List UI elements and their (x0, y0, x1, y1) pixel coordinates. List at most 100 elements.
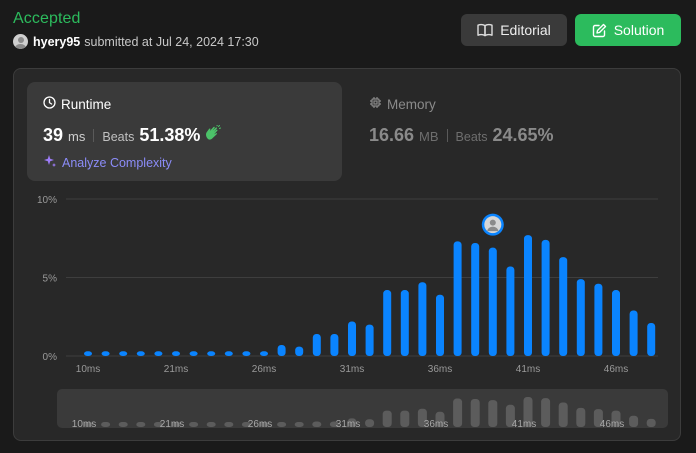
runtime-bar[interactable] (418, 282, 427, 356)
runtime-bar[interactable] (207, 351, 216, 356)
performance-panel: Runtime 39 ms Beats 51.38% Analyze (13, 68, 681, 441)
overview-tick-label: 31ms (336, 419, 360, 430)
runtime-bar[interactable] (365, 324, 374, 356)
runtime-bar[interactable] (506, 266, 515, 356)
runtime-bar[interactable] (119, 351, 128, 356)
runtime-card[interactable]: Runtime 39 ms Beats 51.38% Analyze (27, 82, 342, 181)
x-tick-label: 26ms (252, 364, 276, 375)
runtime-bar[interactable] (612, 290, 620, 356)
runtime-beats-percent: 51.38% (139, 125, 201, 145)
memory-card[interactable]: Memory 16.66 MB Beats 24.65% (369, 82, 669, 181)
solution-button[interactable]: Solution (575, 14, 681, 46)
overview-bar (417, 408, 427, 427)
overview-bar (101, 422, 111, 427)
runtime-bar[interactable] (383, 290, 392, 356)
runtime-bar[interactable] (330, 334, 339, 356)
edit-icon (592, 23, 607, 38)
runtime-bar[interactable] (136, 351, 145, 356)
user-avatar[interactable] (13, 34, 28, 49)
runtime-bar[interactable] (559, 257, 568, 356)
runtime-bar[interactable] (224, 351, 233, 356)
runtime-bar[interactable] (524, 235, 532, 356)
editorial-button[interactable]: Editorial (461, 14, 567, 46)
runtime-bar[interactable] (101, 351, 110, 356)
overview-bar (329, 421, 339, 427)
overview-bar (171, 422, 181, 427)
memory-title: Memory (369, 96, 436, 112)
runtime-bar[interactable] (154, 351, 163, 356)
overview-tick-label: 26ms (248, 419, 272, 430)
runtime-bar[interactable] (260, 351, 268, 356)
runtime-bar[interactable] (471, 242, 480, 356)
overview-bar (576, 407, 586, 427)
runtime-bar[interactable] (436, 294, 444, 356)
overview-bar (153, 422, 163, 427)
avatar-body-icon (487, 226, 499, 232)
runtime-bar[interactable] (594, 283, 603, 356)
overview-tick-label: 36ms (424, 419, 448, 430)
clock-icon (43, 96, 56, 112)
range-slider-track[interactable] (57, 389, 668, 428)
runtime-bar[interactable] (312, 334, 321, 356)
overview-tick-label: 21ms (160, 419, 184, 430)
runtime-unit: ms (68, 129, 86, 144)
result-header: Accepted hyery95 submitted at Jul 24, 20… (13, 10, 259, 49)
runtime-bar[interactable] (541, 239, 550, 356)
runtime-bar[interactable] (348, 321, 356, 356)
editorial-label: Editorial (500, 22, 551, 38)
overview-bar (611, 410, 621, 427)
runtime-bar[interactable] (488, 247, 497, 356)
divider (93, 129, 95, 142)
overview-bar (523, 397, 533, 427)
overview-bar (365, 419, 375, 427)
runtime-bar[interactable] (629, 310, 638, 356)
overview-bar (136, 422, 146, 427)
runtime-bar[interactable] (647, 323, 656, 356)
y-tick-label: 5% (43, 274, 58, 285)
x-tick-label: 31ms (340, 364, 364, 375)
runtime-bar[interactable] (277, 345, 286, 356)
overview-bar (277, 422, 287, 427)
overview-bar (646, 418, 656, 427)
runtime-bar[interactable] (242, 351, 251, 356)
clapping-hands-icon (204, 124, 222, 146)
runtime-beats-label: Beats (102, 130, 135, 144)
overview-bar (83, 422, 93, 427)
submission-info: hyery95 submitted at Jul 24, 2024 17:30 (13, 34, 259, 49)
chip-icon (369, 96, 382, 112)
avatar-head-icon (489, 219, 496, 226)
memory-metric: 16.66 MB Beats 24.65% (369, 125, 554, 146)
runtime-metric: 39 ms Beats 51.38% (43, 124, 222, 146)
memory-beats-percent: 24.65% (492, 125, 554, 145)
username-link[interactable]: hyery95 (33, 34, 81, 49)
overview-bar (470, 398, 480, 427)
y-tick-label: 10% (37, 195, 57, 206)
overview-bar (382, 410, 392, 427)
overview-bar (488, 400, 498, 427)
overview-bar (259, 422, 269, 427)
overview-bar (189, 422, 199, 427)
status-accepted: Accepted (13, 10, 81, 27)
x-tick-label: 36ms (428, 364, 452, 375)
runtime-bar[interactable] (295, 346, 304, 356)
runtime-bar[interactable] (400, 290, 409, 356)
runtime-bar[interactable] (576, 279, 585, 356)
overview-bar (400, 410, 410, 427)
runtime-bar[interactable] (453, 241, 462, 356)
overview-bar (206, 422, 216, 427)
sparkle-icon (43, 154, 57, 171)
runtime-bar[interactable] (84, 351, 92, 356)
runtime-bar[interactable] (189, 351, 198, 356)
x-tick-label: 41ms (516, 364, 540, 375)
analyze-complexity-link[interactable]: Analyze Complexity (43, 154, 172, 171)
overview-bar (558, 402, 568, 427)
divider (446, 129, 448, 142)
overview-bar (629, 415, 639, 427)
runtime-bar[interactable] (172, 351, 180, 356)
memory-beats-label: Beats (455, 130, 488, 144)
overview-bar (505, 404, 515, 427)
overview-bar (347, 418, 357, 427)
x-tick-label: 46ms (604, 364, 628, 375)
solution-label: Solution (613, 22, 665, 38)
